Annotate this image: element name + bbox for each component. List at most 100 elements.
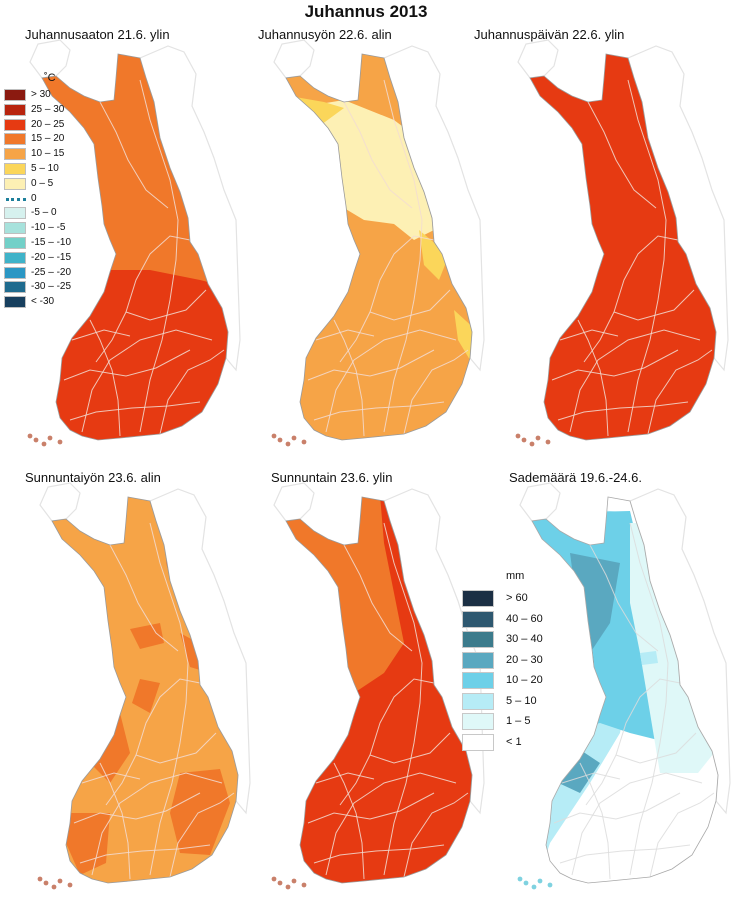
legend-label: 30 – 40 — [506, 633, 543, 645]
legend-swatch — [4, 177, 26, 190]
road-line — [135, 732, 217, 764]
island-marker — [521, 437, 527, 443]
road-line — [325, 772, 457, 876]
road-line — [585, 678, 681, 806]
panel-title-2: Juhannusyön 22.6. alin — [258, 27, 392, 42]
legend-swatch — [462, 651, 494, 669]
road-line — [629, 522, 669, 876]
road-line — [73, 792, 201, 824]
value-zone — [530, 54, 716, 440]
island-marker — [529, 441, 535, 447]
road-line — [159, 349, 225, 435]
legend-label: -20 – -15 — [31, 251, 72, 263]
island-marker — [285, 884, 291, 890]
island-marker — [547, 882, 553, 888]
legend-label: 15 – 20 — [31, 133, 65, 145]
island-marker — [545, 439, 551, 445]
road-line — [169, 792, 235, 878]
road-line — [613, 289, 695, 321]
road-line — [71, 329, 131, 341]
finland-outline — [529, 53, 717, 441]
temperature-legend-item: > 30 — [4, 88, 84, 103]
road-line — [139, 79, 179, 433]
temperature-legend-item: < -30 — [4, 295, 84, 310]
road-line — [369, 732, 451, 764]
temperature-legend-item: 25 – 30 — [4, 103, 84, 118]
legend-swatch — [462, 672, 494, 689]
island-marker — [277, 437, 283, 443]
legend-label: 10 – 15 — [31, 148, 65, 160]
finland-outline — [285, 496, 473, 884]
road-line — [583, 235, 679, 363]
value-zone — [419, 230, 449, 280]
road-line — [561, 772, 621, 784]
road-line — [339, 678, 435, 806]
finland-outline — [285, 53, 473, 441]
legend-swatch — [4, 163, 26, 175]
map-sunnuntai-max — [271, 482, 485, 890]
precipitation-legend-item: 5 – 10 — [462, 692, 552, 713]
legend-label: 20 – 25 — [31, 118, 65, 130]
road-line — [333, 762, 365, 880]
island-marker — [57, 439, 63, 445]
road-line — [571, 772, 703, 876]
road-line — [95, 235, 191, 363]
legend-label: -5 – 0 — [31, 207, 57, 219]
temperature-legend-item: -10 – -5 — [4, 221, 84, 236]
value-zone — [66, 813, 110, 875]
road-line — [647, 349, 713, 435]
value-zone — [132, 679, 160, 713]
panel-title-1: Juhannusaaton 21.6. ylin — [25, 27, 170, 42]
legend-label: -25 – -20 — [31, 266, 72, 278]
legend-swatch — [4, 281, 26, 294]
road-line — [551, 349, 679, 381]
legend-swatch — [462, 610, 494, 628]
road-line — [579, 762, 611, 880]
road-line — [627, 79, 667, 433]
road-line — [569, 329, 701, 433]
map-sunnuntaiyo-min — [37, 482, 251, 890]
legend-label: 10 – 20 — [506, 674, 543, 686]
legend-swatch — [4, 266, 26, 279]
road-line — [109, 544, 179, 652]
legend-label: < -30 — [31, 296, 55, 308]
finland-outline — [41, 53, 229, 441]
finland-outline — [531, 496, 719, 884]
road-line — [615, 732, 697, 764]
road-line — [91, 772, 223, 876]
temperature-legend-item: 5 – 10 — [4, 162, 84, 177]
road-line — [553, 792, 681, 824]
road-line — [63, 349, 191, 381]
temperature-legend: ˚C > 30 25 – 30 20 – 25 15 – 20 10 – 15 5 – 1… — [4, 72, 86, 312]
island-marker — [285, 441, 291, 447]
precipitation-legend-item: 40 – 60 — [462, 610, 552, 631]
island-marker — [523, 880, 529, 886]
legend-swatch — [4, 222, 26, 235]
island-marker — [27, 433, 33, 439]
road-line — [649, 792, 715, 878]
road-line — [307, 349, 435, 381]
road-line — [79, 844, 211, 864]
temperature-legend-item: 0 – 5 — [4, 177, 84, 192]
legend-label: 0 — [31, 192, 37, 204]
island-marker — [301, 882, 307, 888]
road-line — [149, 522, 189, 876]
legend-label: 0 – 5 — [31, 177, 54, 189]
island-marker — [291, 878, 297, 884]
legend-swatch — [4, 103, 26, 116]
island-marker — [531, 884, 537, 890]
legend-swatch — [462, 692, 494, 710]
value-zone — [286, 497, 404, 693]
road-line — [125, 289, 207, 321]
road-line — [333, 319, 365, 437]
map-sademaara — [517, 482, 731, 890]
map-juhannuspaiva-max — [515, 39, 729, 447]
legend-swatch — [4, 207, 26, 220]
road-line — [99, 101, 169, 209]
road-line — [589, 544, 659, 652]
island-marker — [517, 876, 523, 882]
road-line — [99, 762, 131, 880]
island-marker — [277, 880, 283, 886]
island-marker — [301, 439, 307, 445]
value-zone — [304, 110, 429, 222]
